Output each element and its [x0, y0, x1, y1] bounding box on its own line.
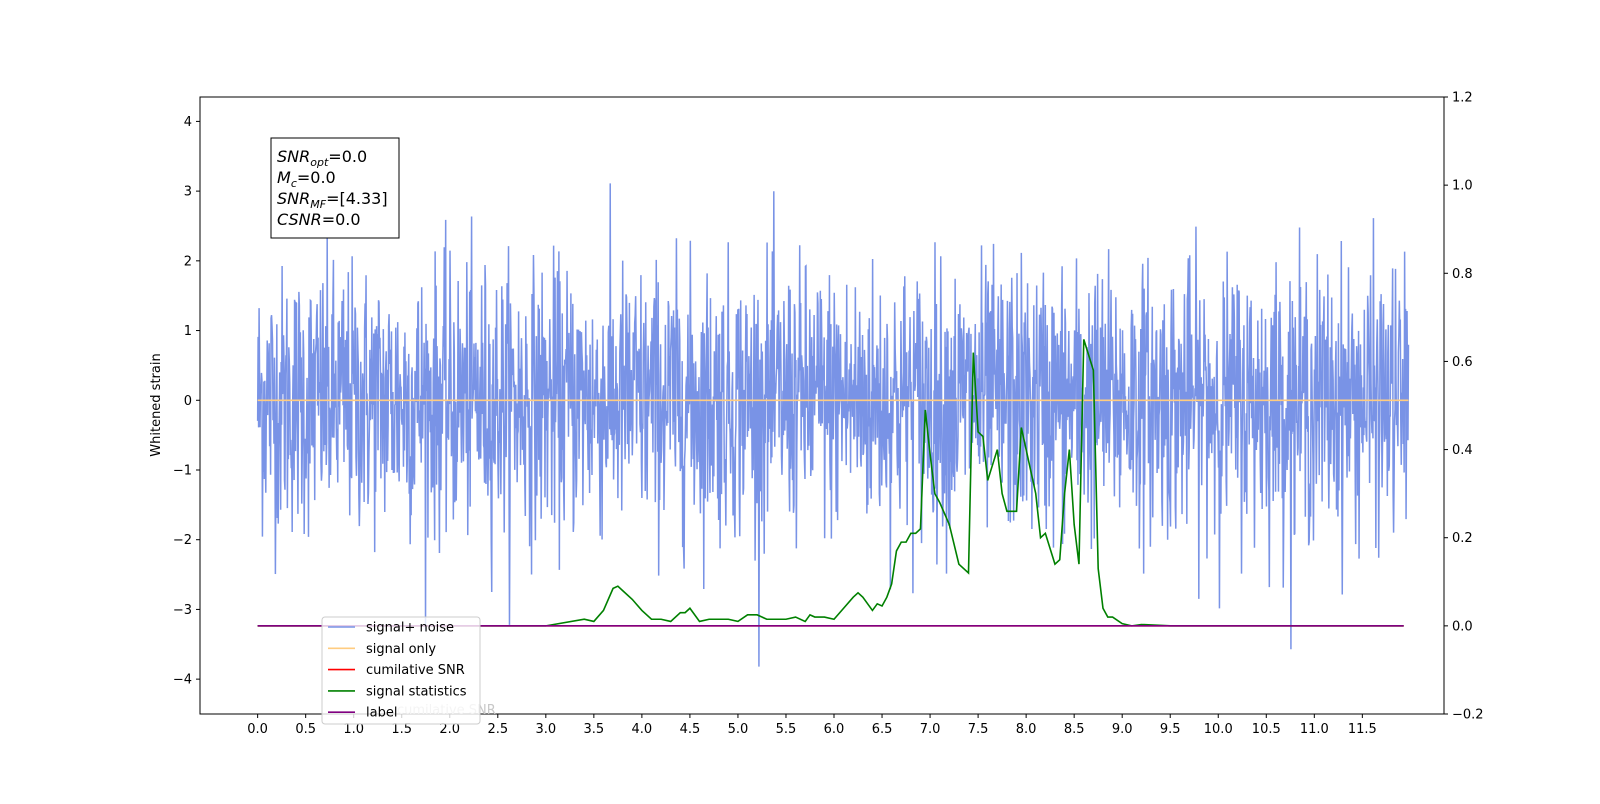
y2-tick-label: 0.4: [1452, 443, 1473, 458]
x-tick-label: 11.5: [1348, 722, 1377, 737]
y2-tick-label: 0.6: [1452, 355, 1473, 370]
x-tick-label: 9.5: [1160, 722, 1181, 737]
info-box-frame: [270, 137, 400, 239]
x-tick-label: 10.0: [1204, 722, 1233, 737]
info-line: Mc=0.0: [277, 168, 336, 190]
x-tick-label: 7.5: [968, 722, 989, 737]
x-tick-label: 8.0: [1016, 722, 1037, 737]
y-axis-right: 1.2 1.0 0.8 0.6 0.4 0.2 0.0 −0.2: [1444, 91, 1484, 723]
y2-tick-label: 0.2: [1452, 531, 1473, 546]
x-tick-label: 6.0: [824, 722, 845, 737]
x-tick-label: 1.5: [391, 722, 412, 737]
x-tick-label: 3.0: [535, 722, 556, 737]
y2-tick-label: −0.2: [1452, 708, 1484, 723]
x-tick-label: 7.0: [920, 722, 941, 737]
y-tick-label: 3: [184, 185, 192, 200]
series-signal-noise: [256, 183, 1410, 667]
x-tick-label: 4.0: [632, 722, 653, 737]
x-tick-label: 2.0: [439, 722, 460, 737]
x-tick-label: 10.5: [1252, 722, 1281, 737]
y-tick-label: −4: [173, 673, 192, 688]
series-signal-statistics: [257, 339, 1404, 627]
x-tick-label: 0.5: [295, 722, 316, 737]
info-line: SNRopt=0.0: [277, 147, 367, 169]
x-tick-label: 5.5: [776, 722, 797, 737]
legend-label-signal-noise: signal+ noise: [366, 621, 454, 636]
y-tick-label: −3: [173, 603, 192, 618]
x-tick-label: 2.5: [487, 722, 508, 737]
x-tick-label: 3.5: [584, 722, 605, 737]
y-tick-label: 0: [184, 394, 192, 409]
x-tick-label: 9.0: [1112, 722, 1133, 737]
y2-tick-label: 1.2: [1452, 91, 1473, 106]
y-axis-label: Whitened strain: [149, 353, 164, 456]
x-tick-label: 0.0: [247, 722, 268, 737]
info-line: SNRMF=[4.33]: [277, 189, 388, 211]
x-tick-label: 11.0: [1300, 722, 1329, 737]
plot-frame: [199, 96, 1445, 715]
legend-label-cumilative-snr: cumilative SNR: [366, 663, 465, 678]
y-axis-left: 4 3 2 1 0 −1 −2 −3 −4: [173, 115, 200, 688]
y2-tick-label: 1.0: [1452, 179, 1473, 194]
legend-label-signal-statistics: signal statistics: [366, 684, 467, 699]
y2-tick-label: 0.0: [1452, 619, 1473, 634]
x-tick-label: 5.0: [728, 722, 749, 737]
legend-label-label: label: [366, 706, 397, 721]
y-tick-label: 1: [184, 324, 192, 339]
x-tick-label: 4.5: [680, 722, 701, 737]
y-tick-label: 4: [184, 115, 192, 130]
y-tick-label: 2: [184, 254, 192, 269]
legend-frame: [321, 616, 481, 725]
x-tick-label: 6.5: [872, 722, 893, 737]
x-axis: 0.0 0.5 1.0 1.5 2.0 2.5 3.0 3.5 4.0 4.5 5.0 5.5 6.0 6…: [247, 714, 1377, 737]
x-tick-label: 8.5: [1064, 722, 1085, 737]
x-tick-label: 1.0: [343, 722, 364, 737]
y-tick-label: −2: [173, 533, 192, 548]
y-tick-label: −1: [173, 463, 192, 478]
info-line: CSNR=0.0: [277, 210, 361, 229]
y2-tick-label: 0.8: [1452, 267, 1473, 282]
legend-label-signal-only: signal only: [366, 642, 436, 657]
